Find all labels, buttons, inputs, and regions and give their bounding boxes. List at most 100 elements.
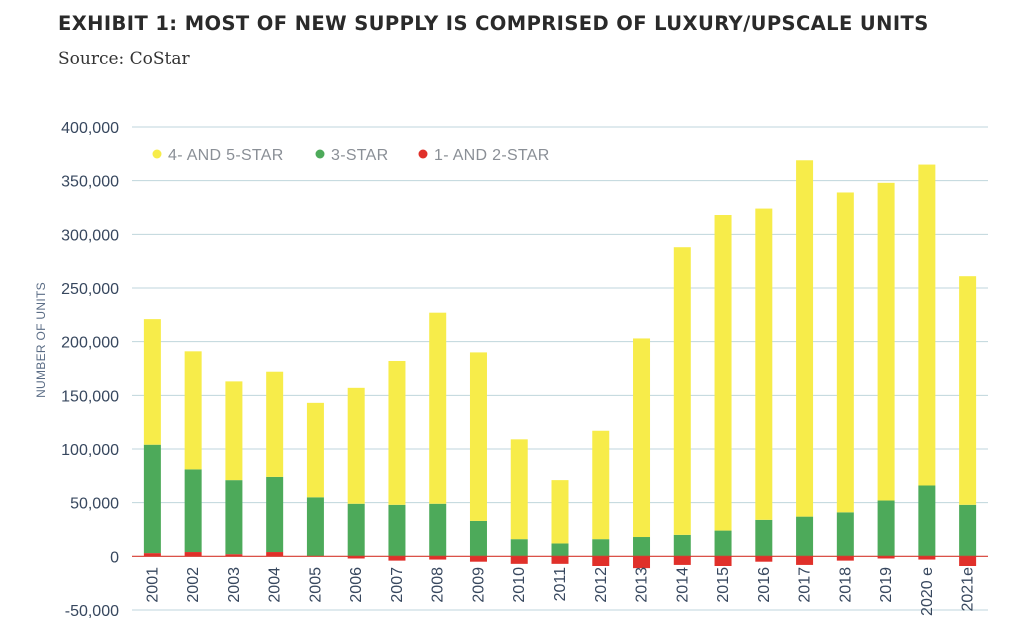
bar-4-and-5-star <box>388 360 406 505</box>
bar-4-and-5-star <box>673 247 691 535</box>
bar-1-and-2-star <box>551 556 569 564</box>
bar-1-and-2-star <box>918 556 936 560</box>
bar-4-and-5-star <box>184 351 202 470</box>
bar-1-and-2-star <box>388 556 406 561</box>
bar-1-and-2-star <box>266 552 284 557</box>
x-tick-label: 2004 <box>267 567 284 603</box>
bar-4-and-5-star <box>633 338 651 538</box>
bar-1-and-2-star <box>347 556 365 559</box>
bar-1-and-2-star <box>184 552 202 557</box>
chart-title: EXHIBIT 1: MOST OF NEW SUPPLY IS COMPRIS… <box>58 12 929 35</box>
bar-1-and-2-star <box>633 556 651 569</box>
bar-4-and-5-star <box>877 182 895 501</box>
bar-1-and-2-star <box>225 554 243 557</box>
x-tick-label: 2015 <box>715 567 732 603</box>
legend-label-1-and-2-star: 1- AND 2-STAR <box>434 147 550 164</box>
bar-4-and-5-star <box>918 164 936 486</box>
bar-3-star <box>836 512 854 557</box>
bar-3-star <box>633 537 651 557</box>
bar-1-and-2-star <box>796 556 814 565</box>
bar-3-star <box>347 503 365 557</box>
bar-1-and-2-star <box>143 553 161 557</box>
y-tick-label: 100,000 <box>61 442 119 459</box>
bar-4-and-5-star <box>836 192 854 513</box>
bar-1-and-2-star <box>755 556 773 562</box>
bar-4-and-5-star <box>469 352 487 521</box>
y-axis-ticks: -50,000 0 50,000 100,000 150,000 200,000 250,0… <box>61 120 119 620</box>
x-tick-label: 2011 <box>552 567 569 602</box>
x-tick-label: 2018 <box>837 567 854 603</box>
x-tick-label: 2007 <box>389 567 406 603</box>
x-tick-label: 2012 <box>593 567 610 603</box>
chart-subtitle: Source: CoStar <box>58 49 190 69</box>
bar-3-star <box>266 476 284 553</box>
bar-4-and-5-star <box>347 387 365 504</box>
bar-3-star <box>429 503 447 557</box>
x-tick-label: 2020 e <box>919 567 936 616</box>
bar-3-star <box>714 530 732 557</box>
x-tick-label: 2010 <box>511 567 528 603</box>
bar-1-and-2-star <box>714 556 732 566</box>
bar-3-star <box>673 534 691 557</box>
x-tick-label: 2017 <box>797 567 814 603</box>
y-tick-label: 400,000 <box>61 120 119 137</box>
legend-marker-4-and-5-star <box>152 149 162 159</box>
bar-4-and-5-star <box>714 215 732 531</box>
bar-3-star <box>184 469 202 553</box>
bar-4-and-5-star <box>266 371 284 477</box>
bar-3-star <box>796 516 814 557</box>
x-tick-label: 2016 <box>756 567 773 603</box>
legend-label-4-and-5-star: 4- AND 5-STAR <box>168 147 284 164</box>
bar-1-and-2-star <box>673 556 691 565</box>
x-tick-label: 2014 <box>674 567 691 603</box>
bar-1-and-2-star <box>592 556 610 566</box>
bar-1-and-2-star <box>877 556 895 559</box>
bar-3-star <box>469 520 487 557</box>
bar-1-and-2-star <box>836 556 854 561</box>
x-tick-label: 2001 <box>144 567 161 603</box>
bar-4-and-5-star <box>143 319 161 445</box>
x-tick-label: 2005 <box>307 567 324 603</box>
x-tick-label: 2006 <box>348 567 365 603</box>
bars <box>143 160 977 569</box>
bar-4-and-5-star <box>796 160 814 517</box>
bar-1-and-2-star <box>469 556 487 562</box>
x-tick-label: 2021e <box>960 567 977 612</box>
bar-4-and-5-star <box>510 439 528 540</box>
bar-4-and-5-star <box>429 312 447 504</box>
bar-3-star <box>510 539 528 557</box>
bar-3-star <box>755 519 773 557</box>
legend-label-3-star: 3-STAR <box>331 147 389 164</box>
bar-1-and-2-star <box>959 556 977 566</box>
bar-3-star <box>877 500 895 557</box>
bar-4-and-5-star <box>306 402 324 498</box>
bar-3-star <box>306 497 324 557</box>
x-tick-label: 2002 <box>185 567 202 603</box>
legend-marker-3-star <box>315 149 325 159</box>
x-tick-label: 2008 <box>430 567 447 603</box>
y-tick-label: 150,000 <box>61 388 119 405</box>
bar-4-and-5-star <box>755 208 773 520</box>
y-tick-label: 300,000 <box>61 227 119 244</box>
y-axis-label: NUMBER OF UNITS <box>34 282 48 398</box>
x-tick-label: 2013 <box>634 567 651 603</box>
x-tick-label: 2009 <box>470 567 487 603</box>
bar-1-and-2-star <box>429 556 447 560</box>
y-tick-label: 200,000 <box>61 335 119 352</box>
x-tick-label: 2003 <box>226 567 243 603</box>
bar-3-star <box>143 444 161 554</box>
bar-3-star <box>959 504 977 557</box>
bar-3-star <box>551 543 569 557</box>
bar-3-star <box>388 504 406 557</box>
y-tick-label: 0 <box>110 549 119 566</box>
bar-4-and-5-star <box>959 276 977 505</box>
bar-4-and-5-star <box>225 381 243 481</box>
y-tick-label: 350,000 <box>61 174 119 191</box>
x-axis-ticks: 2001 2002 2003 2004 2005 2006 2007 2008 2009 2010… <box>144 567 976 616</box>
bar-4-and-5-star <box>551 480 569 544</box>
legend: 4- AND 5-STAR 3-STAR 1- AND 2-STAR <box>152 147 550 164</box>
legend-marker-1-and-2-star <box>418 149 428 159</box>
bar-3-star <box>225 480 243 555</box>
y-tick-label: 250,000 <box>61 281 119 298</box>
